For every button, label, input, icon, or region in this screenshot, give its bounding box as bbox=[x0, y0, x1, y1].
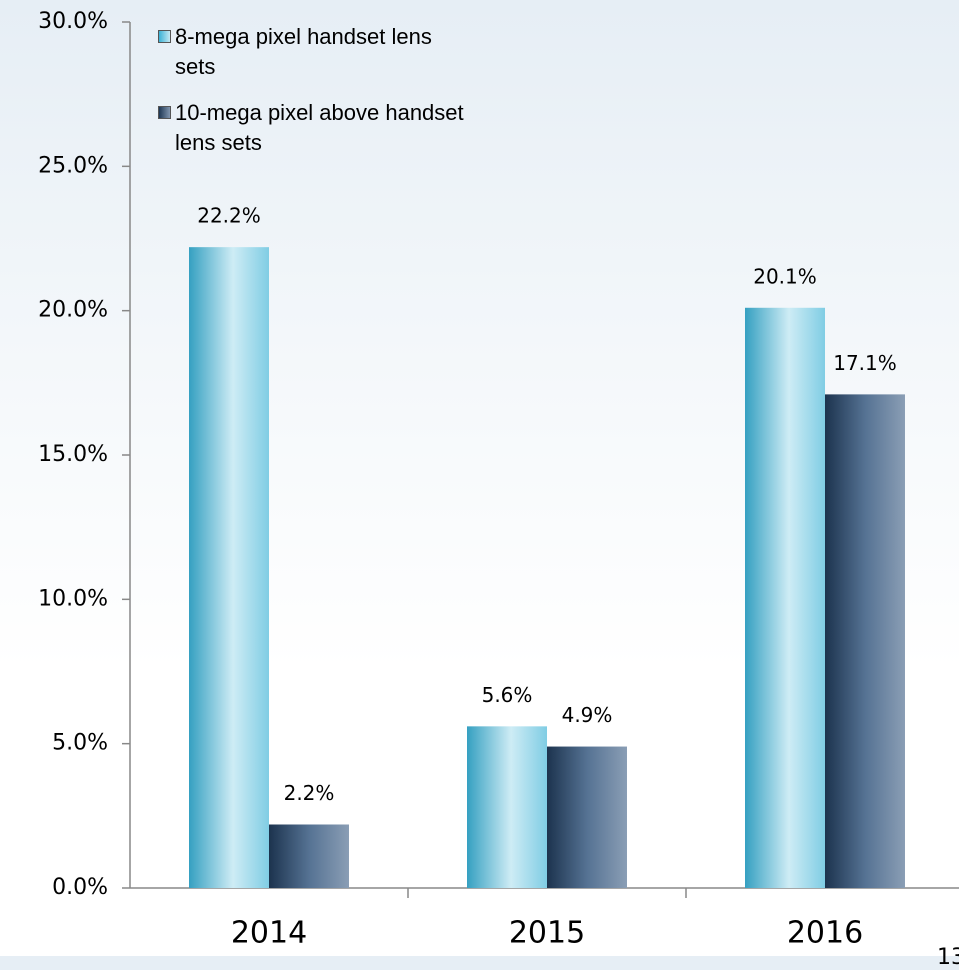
page-number: 13 bbox=[937, 945, 959, 970]
y-tick-label: 25.0% bbox=[38, 153, 108, 178]
y-tick-label: 20.0% bbox=[38, 298, 108, 323]
y-tick-label: 0.0% bbox=[52, 875, 108, 900]
bar bbox=[467, 726, 547, 888]
legend-item: 8-mega pixel handset lens sets bbox=[158, 22, 478, 82]
legend-label: 10-mega pixel above handset lens sets bbox=[175, 100, 464, 155]
bar bbox=[825, 394, 905, 888]
data-label: 4.9% bbox=[562, 703, 613, 727]
bar bbox=[745, 307, 825, 888]
legend-item: 10-mega pixel above handset lens sets bbox=[158, 98, 478, 158]
y-tick-label: 15.0% bbox=[38, 442, 108, 467]
bar bbox=[269, 824, 349, 888]
y-tick-label: 5.0% bbox=[52, 731, 108, 756]
x-tick-label: 2016 bbox=[787, 916, 863, 951]
data-label: 20.1% bbox=[753, 264, 817, 288]
data-label: 5.6% bbox=[482, 683, 533, 707]
y-tick-label: 10.0% bbox=[38, 586, 108, 611]
data-label: 17.1% bbox=[833, 351, 897, 375]
bar bbox=[189, 247, 269, 888]
legend: 8-mega pixel handset lens sets 10-mega pi… bbox=[158, 22, 478, 174]
x-tick-label: 2014 bbox=[231, 916, 307, 951]
legend-label: 8-mega pixel handset lens sets bbox=[175, 24, 432, 79]
bar bbox=[547, 746, 627, 888]
data-label: 22.2% bbox=[197, 204, 261, 228]
legend-swatch bbox=[158, 30, 171, 43]
y-tick-label: 30.0% bbox=[38, 9, 108, 34]
data-label: 2.2% bbox=[284, 781, 335, 805]
x-tick-label: 2015 bbox=[509, 916, 585, 951]
legend-swatch bbox=[158, 106, 171, 119]
